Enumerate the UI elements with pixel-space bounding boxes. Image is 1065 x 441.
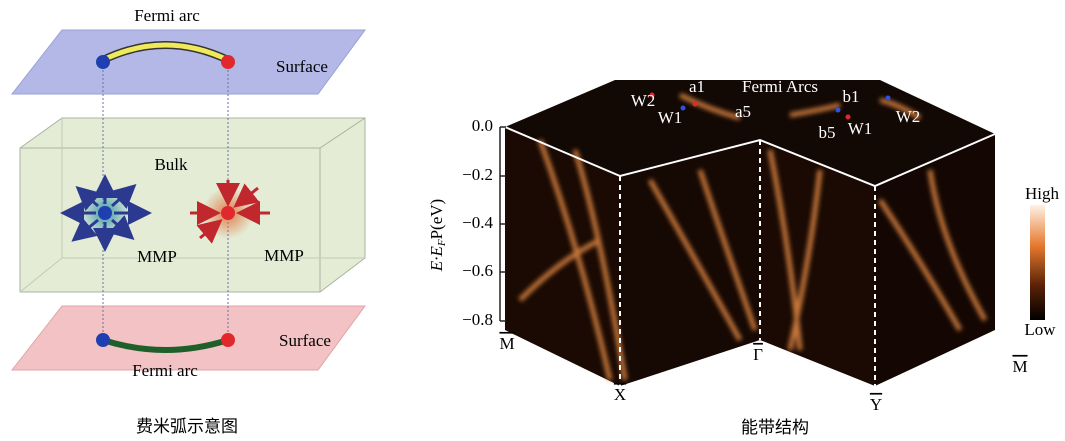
weyl-point: [96, 55, 110, 69]
point-label: b5: [819, 123, 836, 142]
colorbar-label: Low: [1024, 320, 1056, 339]
point-label: b1: [843, 87, 860, 106]
caption: 能带结构: [741, 418, 809, 437]
bulk-box: [20, 118, 365, 292]
label-part: E·E: [427, 246, 446, 273]
colorbar-label: High: [1025, 184, 1060, 203]
weyl-point: [221, 333, 235, 347]
y-axis-label: E·EFP(eV): [427, 199, 448, 272]
y-tick-label: 0.0: [472, 116, 493, 135]
k-label: M: [499, 334, 514, 353]
label: MMP: [137, 247, 177, 266]
figure: Fermi arc Surface Bulk MMP MMP Surface F…: [0, 0, 1065, 441]
y-tick-label: −0.8: [462, 310, 493, 329]
label: Bulk: [154, 155, 188, 174]
y-tick-label: −0.4: [462, 213, 493, 232]
point-label: W2: [631, 91, 656, 110]
y-tick-label: −0.2: [462, 165, 493, 184]
point-label: W2: [896, 107, 921, 126]
weyl-point: [221, 55, 235, 69]
point-label: a1: [689, 77, 705, 96]
face: [620, 140, 760, 386]
weyl-point: [96, 333, 110, 347]
label: Fermi arc: [134, 6, 200, 25]
colorbar: [1030, 205, 1045, 320]
k-label: Γ: [753, 345, 763, 364]
schematic: Fermi arc Surface Bulk MMP MMP Surface F…: [12, 6, 365, 436]
k-label: Y: [870, 395, 882, 414]
y-tick-label: −0.6: [462, 261, 493, 280]
monopole: [221, 206, 235, 220]
arpes: 0.0−0.2−0.4−0.6−0.8 E·EFP(eV) M X Γ Y M …: [427, 77, 1060, 437]
label: Fermi arc: [132, 361, 198, 380]
k-label: M: [1012, 357, 1027, 376]
monopole: [98, 206, 112, 220]
point-label: Fermi Arcs: [742, 77, 818, 96]
weyl-point: [836, 108, 841, 113]
label: Surface: [279, 331, 331, 350]
k-label: X: [614, 385, 626, 404]
weyl-point: [693, 102, 698, 107]
caption: 费米弧示意图: [136, 417, 238, 436]
label: Surface: [276, 57, 328, 76]
point-label: W1: [658, 108, 683, 127]
weyl-point: [886, 96, 891, 101]
label: MMP: [264, 246, 304, 265]
point-label: W1: [848, 119, 873, 138]
point-label: a5: [735, 102, 751, 121]
label-part: P(eV): [427, 199, 446, 240]
